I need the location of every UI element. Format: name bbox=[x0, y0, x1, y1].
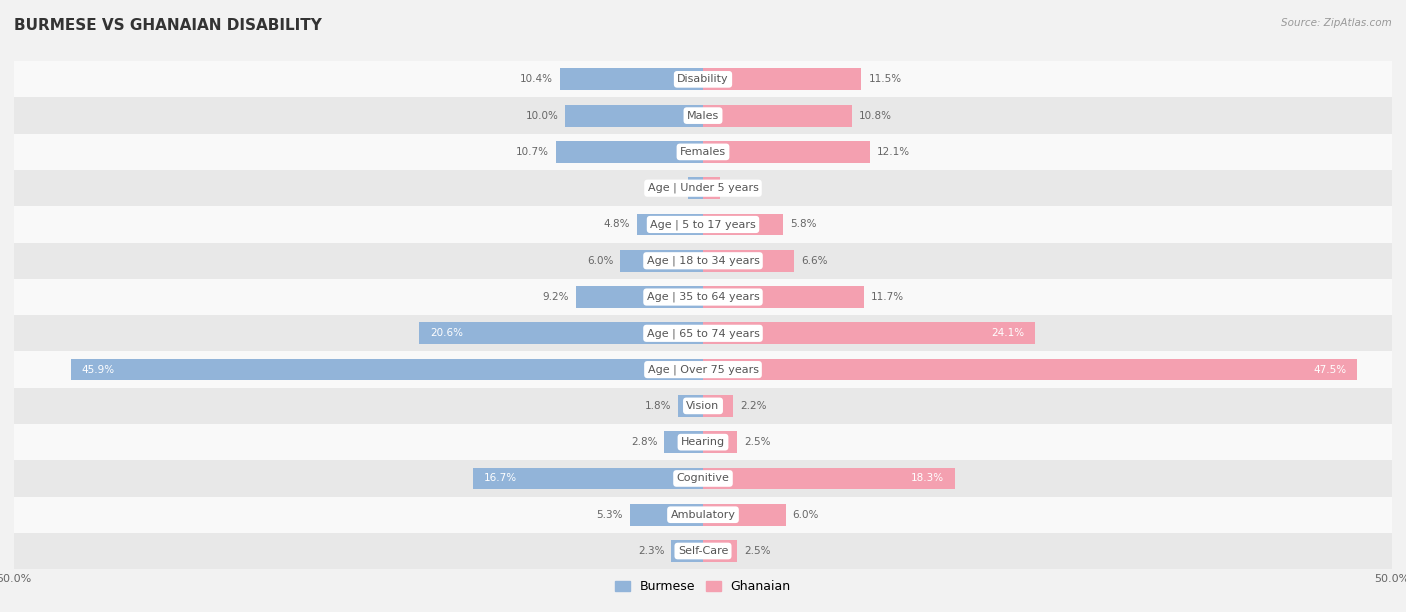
Bar bbox=[14, 496, 1392, 533]
Text: 2.2%: 2.2% bbox=[740, 401, 766, 411]
Text: 5.8%: 5.8% bbox=[790, 220, 817, 230]
Bar bbox=[665, 431, 703, 453]
Bar bbox=[565, 105, 703, 127]
Text: Age | 5 to 17 years: Age | 5 to 17 years bbox=[650, 219, 756, 230]
Bar bbox=[703, 395, 734, 417]
Text: 10.4%: 10.4% bbox=[520, 74, 553, 84]
Bar bbox=[14, 388, 1392, 424]
Bar bbox=[14, 242, 1392, 279]
Bar bbox=[14, 61, 1392, 97]
Text: 10.7%: 10.7% bbox=[516, 147, 548, 157]
Text: Ambulatory: Ambulatory bbox=[671, 510, 735, 520]
Text: 20.6%: 20.6% bbox=[430, 328, 463, 338]
Text: 4.8%: 4.8% bbox=[603, 220, 630, 230]
Bar bbox=[703, 323, 1035, 344]
Bar bbox=[14, 460, 1392, 496]
Text: 11.7%: 11.7% bbox=[872, 292, 904, 302]
Bar bbox=[14, 170, 1392, 206]
Text: 5.3%: 5.3% bbox=[596, 510, 623, 520]
Legend: Burmese, Ghanaian: Burmese, Ghanaian bbox=[610, 575, 796, 599]
Text: 45.9%: 45.9% bbox=[82, 365, 115, 375]
Text: Source: ZipAtlas.com: Source: ZipAtlas.com bbox=[1281, 18, 1392, 28]
Text: 2.3%: 2.3% bbox=[638, 546, 665, 556]
Bar bbox=[14, 206, 1392, 242]
Text: 6.0%: 6.0% bbox=[793, 510, 818, 520]
Text: Cognitive: Cognitive bbox=[676, 474, 730, 483]
Text: 11.5%: 11.5% bbox=[869, 74, 901, 84]
Bar bbox=[703, 359, 1358, 381]
Bar bbox=[70, 359, 703, 381]
Bar bbox=[678, 395, 703, 417]
Text: Males: Males bbox=[688, 111, 718, 121]
Bar bbox=[14, 351, 1392, 388]
Bar bbox=[14, 97, 1392, 134]
Bar bbox=[14, 533, 1392, 569]
Bar bbox=[703, 105, 852, 127]
Bar bbox=[703, 431, 738, 453]
Text: 6.0%: 6.0% bbox=[588, 256, 613, 266]
Text: 1.8%: 1.8% bbox=[645, 401, 671, 411]
Text: 2.8%: 2.8% bbox=[631, 437, 658, 447]
Text: Hearing: Hearing bbox=[681, 437, 725, 447]
Bar bbox=[703, 468, 955, 490]
Bar bbox=[14, 424, 1392, 460]
Bar bbox=[703, 540, 738, 562]
Text: BURMESE VS GHANAIAN DISABILITY: BURMESE VS GHANAIAN DISABILITY bbox=[14, 18, 322, 34]
Bar bbox=[555, 141, 703, 163]
Bar bbox=[620, 250, 703, 272]
Bar bbox=[576, 286, 703, 308]
Text: Age | 18 to 34 years: Age | 18 to 34 years bbox=[647, 255, 759, 266]
Text: Females: Females bbox=[681, 147, 725, 157]
Text: Age | Over 75 years: Age | Over 75 years bbox=[648, 364, 758, 375]
Bar bbox=[703, 141, 870, 163]
Text: 12.1%: 12.1% bbox=[876, 147, 910, 157]
Bar bbox=[688, 177, 703, 199]
Text: 16.7%: 16.7% bbox=[484, 474, 517, 483]
Text: Disability: Disability bbox=[678, 74, 728, 84]
Text: 10.0%: 10.0% bbox=[526, 111, 558, 121]
Text: 2.5%: 2.5% bbox=[744, 546, 770, 556]
Text: Age | Under 5 years: Age | Under 5 years bbox=[648, 183, 758, 193]
Text: 2.5%: 2.5% bbox=[744, 437, 770, 447]
Text: 9.2%: 9.2% bbox=[543, 292, 569, 302]
Bar bbox=[14, 315, 1392, 351]
Text: 24.1%: 24.1% bbox=[991, 328, 1024, 338]
Text: Self-Care: Self-Care bbox=[678, 546, 728, 556]
Bar bbox=[703, 214, 783, 236]
Bar bbox=[472, 468, 703, 490]
Bar bbox=[14, 279, 1392, 315]
Text: 6.6%: 6.6% bbox=[801, 256, 827, 266]
Text: Age | 35 to 64 years: Age | 35 to 64 years bbox=[647, 292, 759, 302]
Bar bbox=[630, 504, 703, 526]
Text: 1.1%: 1.1% bbox=[654, 183, 681, 193]
Bar bbox=[703, 286, 865, 308]
Bar bbox=[560, 69, 703, 90]
Bar bbox=[703, 504, 786, 526]
Bar bbox=[14, 134, 1392, 170]
Text: 10.8%: 10.8% bbox=[859, 111, 891, 121]
Bar bbox=[419, 323, 703, 344]
Text: Age | 65 to 74 years: Age | 65 to 74 years bbox=[647, 328, 759, 338]
Bar bbox=[671, 540, 703, 562]
Bar bbox=[703, 69, 862, 90]
Bar bbox=[703, 250, 794, 272]
Bar bbox=[703, 177, 720, 199]
Text: 18.3%: 18.3% bbox=[911, 474, 945, 483]
Text: 47.5%: 47.5% bbox=[1313, 365, 1347, 375]
Text: Vision: Vision bbox=[686, 401, 720, 411]
Bar bbox=[637, 214, 703, 236]
Text: 1.2%: 1.2% bbox=[727, 183, 754, 193]
